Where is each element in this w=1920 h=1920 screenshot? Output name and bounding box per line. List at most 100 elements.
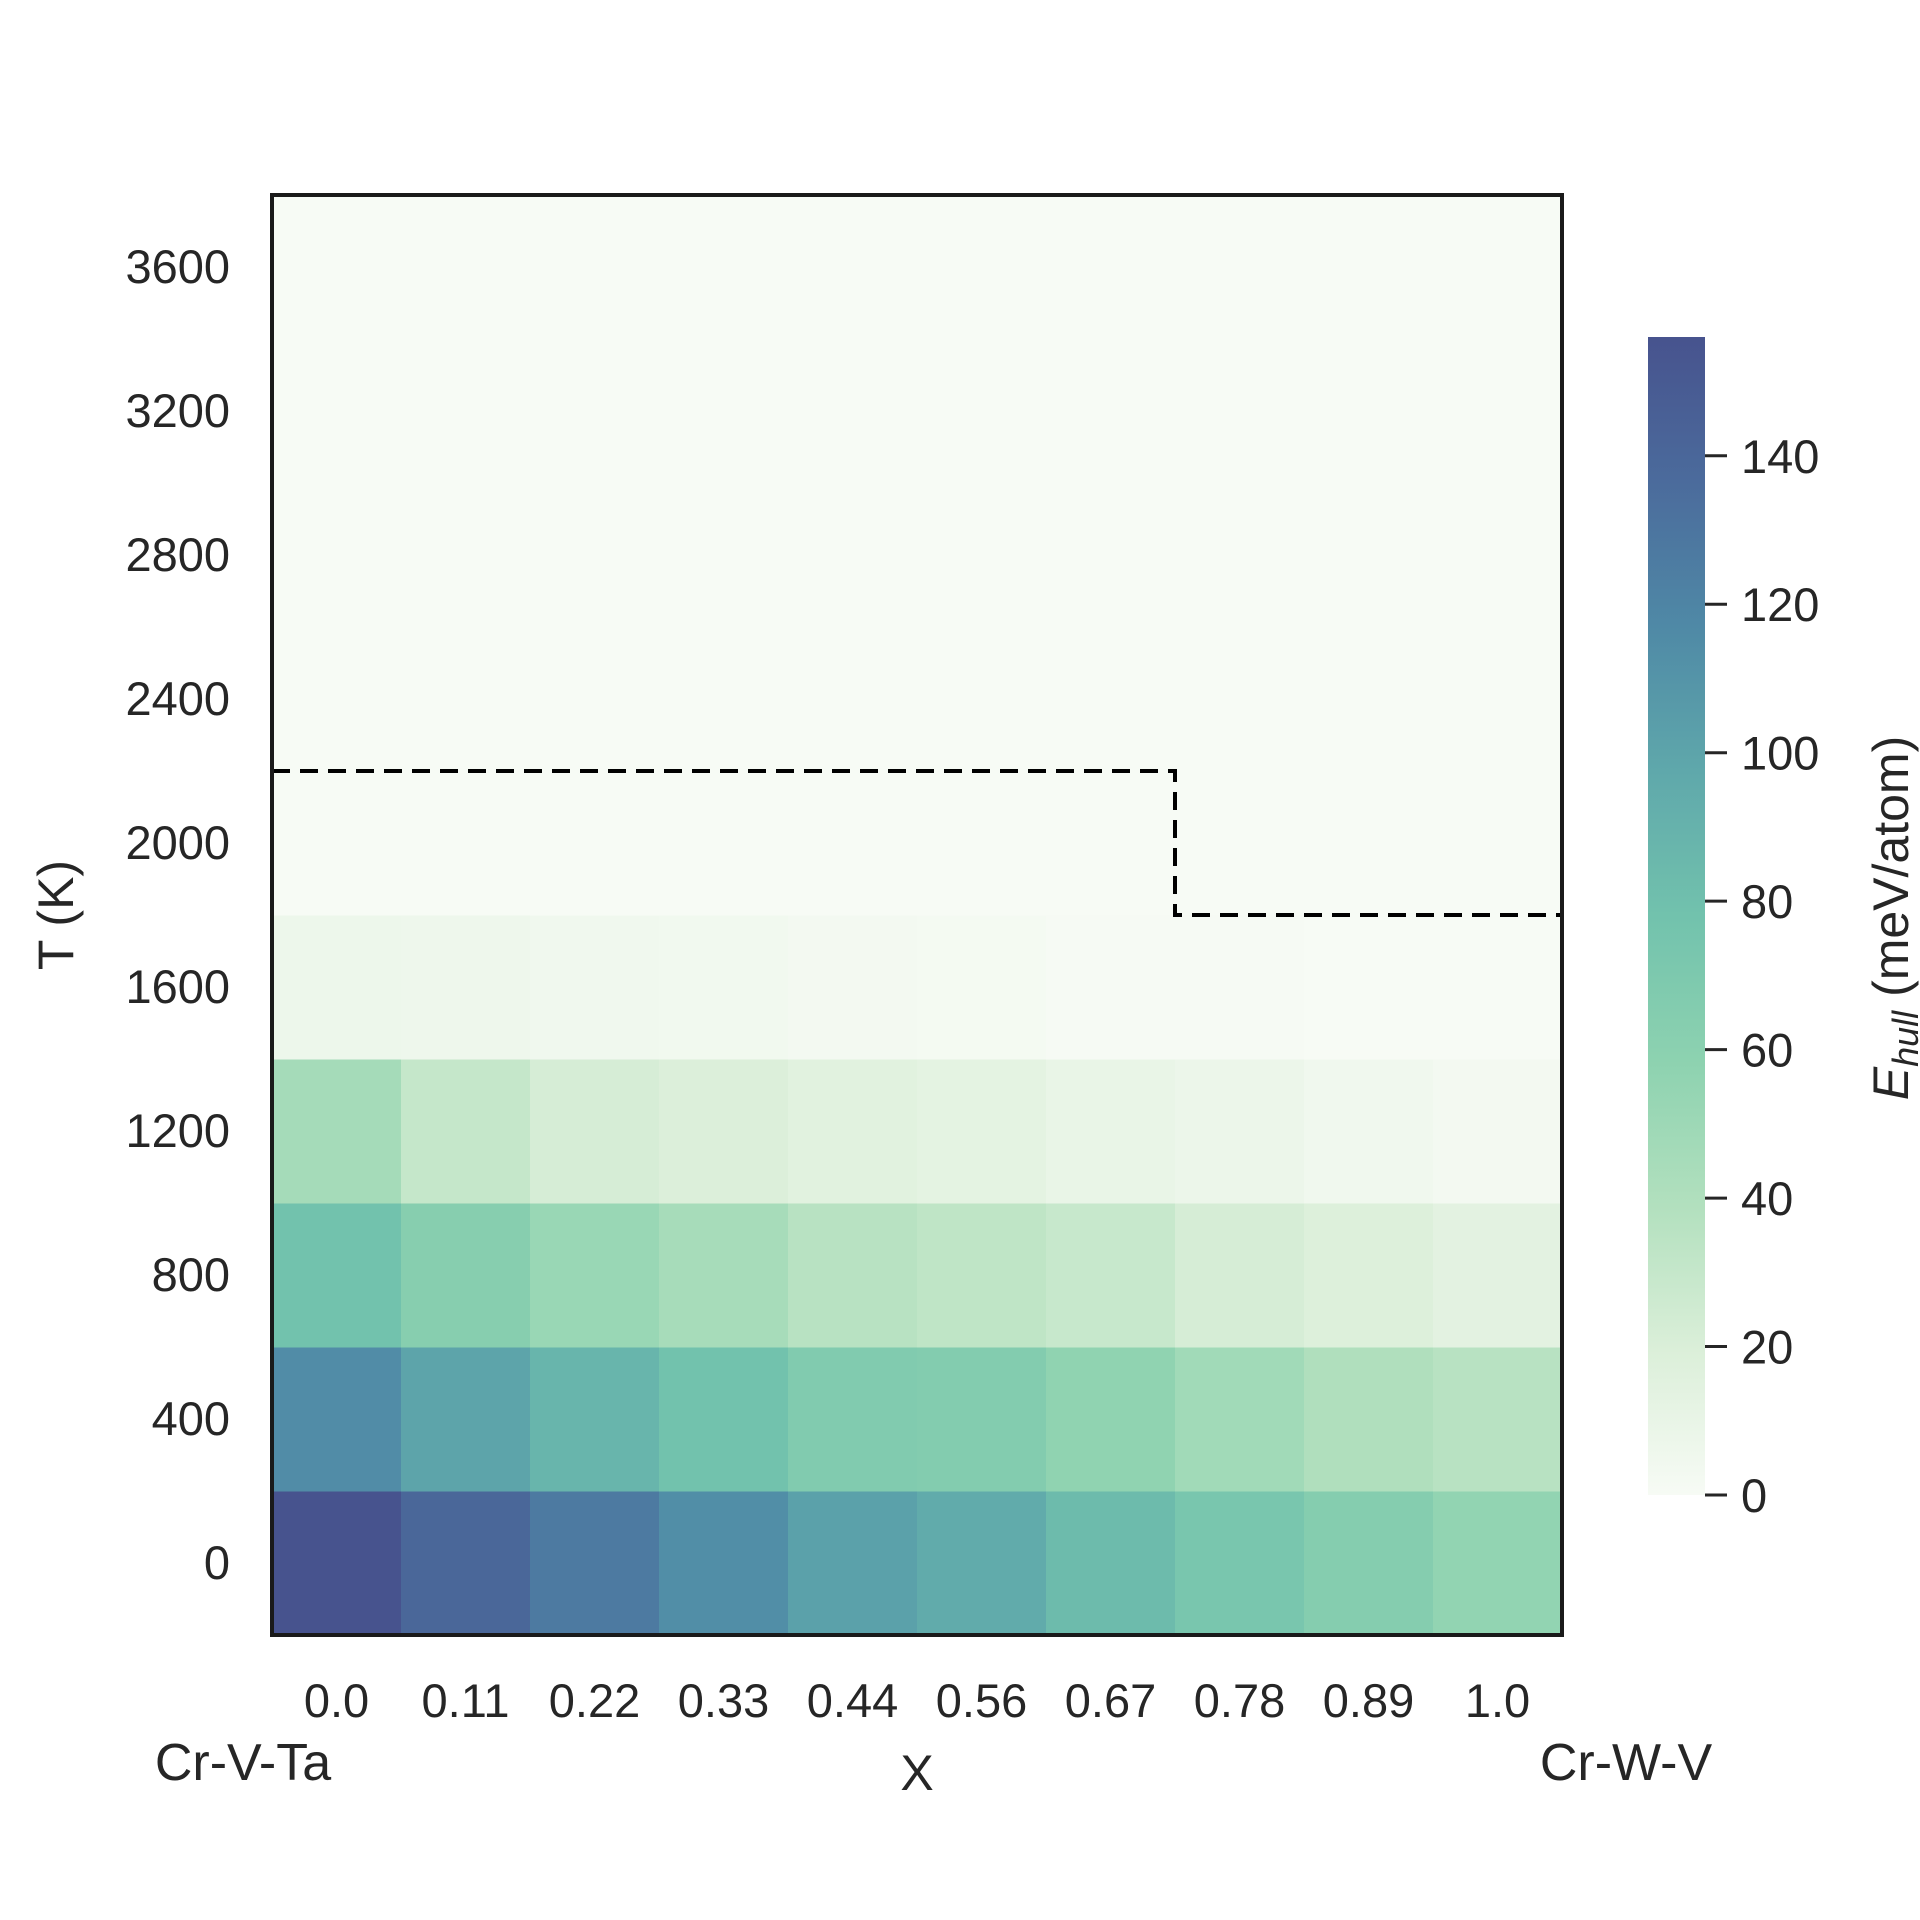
x-tick-label: 0.78: [1194, 1674, 1285, 1727]
heatmap-cell: [530, 771, 660, 916]
heatmap-cell: [1433, 627, 1563, 772]
x-tick-label: 0.0: [304, 1674, 369, 1727]
heatmap-cell: [401, 339, 531, 484]
heatmap-cell: [1046, 915, 1176, 1060]
heatmap-cell: [1304, 483, 1434, 628]
heatmap-cell: [788, 1347, 918, 1492]
y-axis-label: T (K): [28, 860, 84, 970]
heatmap-cell: [272, 195, 402, 340]
y-tick-label: 1200: [125, 1104, 230, 1157]
heatmap-cell: [530, 1203, 660, 1348]
colorbar-gradient: [1648, 337, 1705, 1495]
heatmap-cell: [1304, 627, 1434, 772]
heatmap-cell: [788, 195, 918, 340]
heatmap-cell: [1175, 195, 1305, 340]
heatmap-cell: [1304, 1491, 1434, 1636]
heatmap-cell: [917, 771, 1047, 916]
heatmap-cell: [917, 1347, 1047, 1492]
heatmap-cell: [1046, 339, 1176, 484]
heatmap-cell: [272, 339, 402, 484]
heatmap-cell: [272, 1059, 402, 1204]
y-tick-label: 2400: [125, 672, 230, 725]
heatmap-cell: [1304, 339, 1434, 484]
heatmap-cell: [401, 771, 531, 916]
heatmap-cell: [659, 915, 789, 1060]
colorbar-tick-label: 100: [1741, 727, 1819, 780]
heatmap-cell: [1304, 1059, 1434, 1204]
heatmap-cell: [401, 627, 531, 772]
heatmap-cell: [659, 627, 789, 772]
heatmap-cell: [530, 1491, 660, 1636]
colorbar-label-e: E: [1863, 1066, 1919, 1100]
colorbar-tick-label: 80: [1741, 875, 1793, 928]
x-tick-label: 1.0: [1465, 1674, 1530, 1727]
x-start-label: Cr-V-Ta: [155, 1734, 331, 1792]
heatmap-cell: [1175, 627, 1305, 772]
x-tick-labels: 0.0 0.11 0.22 0.33 0.44 0.56 0.67 0.78 0.89 1.0: [304, 1674, 1530, 1727]
heatmap-cell: [272, 1203, 402, 1348]
heatmap-cell: [1433, 915, 1563, 1060]
heatmap-cell: [659, 1491, 789, 1636]
heatmap-cell: [272, 627, 402, 772]
heatmap-cell: [401, 1059, 531, 1204]
heatmap-cell: [788, 1059, 918, 1204]
heatmap-cell: [659, 483, 789, 628]
heatmap-cell: [272, 1347, 402, 1492]
heatmap-cell: [917, 483, 1047, 628]
colorbar-label-subscript: hull: [1885, 1010, 1920, 1067]
heatmap-cell: [917, 339, 1047, 484]
heatmap-cell: [1304, 195, 1434, 340]
heatmap-cell: [788, 339, 918, 484]
x-tick-label: 0.22: [549, 1674, 640, 1727]
heatmap-cell: [530, 195, 660, 340]
colorbar-tick-label: 60: [1741, 1024, 1793, 1077]
heatmap-cell: [1304, 1347, 1434, 1492]
y-tick-label: 2000: [125, 816, 230, 869]
x-tick-label: 0.11: [422, 1674, 510, 1727]
y-tick-label: 0: [204, 1536, 230, 1589]
heatmap-cell: [1433, 771, 1563, 916]
heatmap-cell: [788, 627, 918, 772]
heatmap-cell: [401, 1347, 531, 1492]
heatmap-cell: [659, 771, 789, 916]
heatmap-cell: [1046, 1347, 1176, 1492]
plot-frame: [270, 193, 1564, 1637]
y-tick-label: 2800: [125, 528, 230, 581]
heatmap-cell: [530, 483, 660, 628]
heatmap-cell: [1175, 483, 1305, 628]
heatmap-cell: [659, 1203, 789, 1348]
heatmap-cell: [530, 627, 660, 772]
heatmap-cell: [1433, 1347, 1563, 1492]
heatmap-cell: [659, 1059, 789, 1204]
x-tick-label: 0.33: [678, 1674, 769, 1727]
colorbar: 0 20 40 60 80 100 120 140 Ehull (meV/atom): [1648, 337, 1920, 1522]
heatmap-cell: [401, 483, 531, 628]
y-tick-label: 1600: [125, 960, 230, 1013]
phase-boundary-line: [272, 769, 1562, 917]
x-tick-label: 0.89: [1323, 1674, 1414, 1727]
x-tick-label: 0.67: [1065, 1674, 1156, 1727]
heatmap-cell: [272, 1491, 402, 1636]
heatmap-cell: [917, 1203, 1047, 1348]
heatmap-cell: [272, 915, 402, 1060]
y-tick-label: 400: [152, 1392, 230, 1445]
heatmap-cell: [401, 915, 531, 1060]
heatmap-cell: [788, 1203, 918, 1348]
heatmap-cell: [659, 1347, 789, 1492]
y-tick-label: 3200: [125, 384, 230, 437]
x-tick-label: 0.44: [807, 1674, 898, 1727]
heatmap-cell: [788, 771, 918, 916]
heatmap-cell: [1175, 1347, 1305, 1492]
heatmap-cell: [1433, 339, 1563, 484]
heatmap-cell: [917, 195, 1047, 340]
colorbar-tick-label: 0: [1741, 1469, 1767, 1522]
heatmap-cell: [659, 339, 789, 484]
heatmap-cell: [788, 915, 918, 1060]
y-tick-labels: 0 400 800 1200 1600 2000 2400 2800 3200 3600: [125, 240, 230, 1589]
heatmap-cell: [1046, 1491, 1176, 1636]
heatmap-cell: [530, 339, 660, 484]
heatmap-cell: [1046, 1203, 1176, 1348]
x-tick-label: 0.56: [936, 1674, 1027, 1727]
y-tick-label: 3600: [125, 240, 230, 293]
x-axis-label: X: [900, 1745, 933, 1801]
